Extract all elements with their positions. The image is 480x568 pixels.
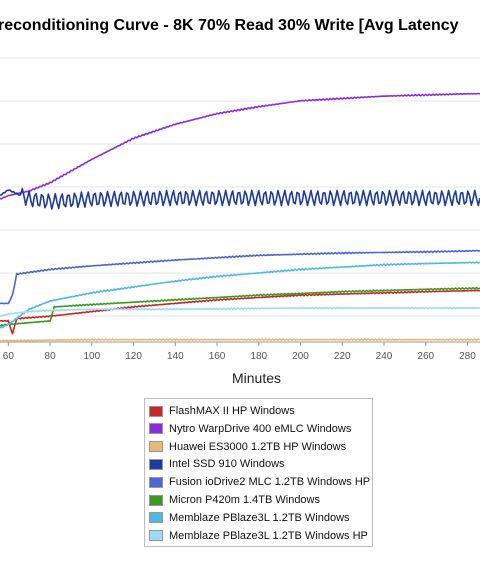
x-tick-label: 280 bbox=[459, 351, 476, 362]
series-line-5 bbox=[0, 286, 480, 327]
x-tick-label: 140 bbox=[167, 351, 184, 362]
series-line-2 bbox=[0, 338, 480, 343]
x-tick-label: 260 bbox=[417, 351, 434, 362]
legend-swatch bbox=[149, 458, 163, 470]
x-tick-label: 80 bbox=[45, 351, 57, 362]
legend-label: Nytro WarpDrive 400 eMLC Windows bbox=[169, 422, 352, 435]
plot-area: 60 80 100 120 140 160 180 200 220 240 260 280 bbox=[0, 57, 480, 362]
series-line-6 bbox=[0, 261, 480, 329]
legend-label: FlashMAX II HP Windows bbox=[169, 405, 295, 417]
legend-swatch bbox=[149, 494, 163, 506]
series-line-7 bbox=[0, 306, 480, 317]
legend-item: Fusion ioDrive2 MLC 1.2TB Windows HP bbox=[149, 474, 370, 490]
chart-title: reconditioning Curve - 8K 70% Read 30% W… bbox=[0, 17, 459, 34]
series-line-4 bbox=[0, 249, 480, 305]
x-tick-label: 180 bbox=[250, 351, 267, 362]
legend-swatch bbox=[149, 512, 163, 524]
legend-item: Nytro WarpDrive 400 eMLC Windows bbox=[149, 421, 351, 437]
legend-label: Fusion ioDrive2 MLC 1.2TB Windows HP bbox=[169, 476, 371, 489]
legend-label: Micron P420m 1.4TB Windows bbox=[169, 494, 320, 506]
series-line-3 bbox=[0, 187, 480, 210]
legend-item: Memblaze PBlaze3L 1.2TB Windows bbox=[149, 510, 350, 526]
x-tick-label: 100 bbox=[83, 351, 100, 362]
legend-swatch bbox=[149, 441, 163, 453]
legend-label: Huawei ES3000 1.2TB HP Windows bbox=[169, 440, 347, 453]
legend-label: Memblaze PBlaze3L 1.2TB Windows bbox=[169, 511, 350, 524]
legend-item: FlashMAX II HP Windows bbox=[149, 403, 295, 419]
legend-swatch bbox=[149, 530, 163, 542]
legend-swatch bbox=[149, 405, 163, 417]
x-tick-label: 220 bbox=[334, 351, 351, 362]
series-line-0 bbox=[0, 289, 480, 335]
legend-item: Intel SSD 910 Windows bbox=[149, 456, 285, 472]
legend-label: Intel SSD 910 Windows bbox=[169, 458, 285, 471]
x-tick-label: 160 bbox=[209, 351, 226, 362]
legend-swatch bbox=[149, 423, 163, 435]
x-tick-label: 200 bbox=[292, 351, 309, 362]
x-tick-label: 120 bbox=[125, 351, 142, 362]
legend-swatch bbox=[149, 476, 163, 488]
legend-item: Huawei ES3000 1.2TB HP Windows bbox=[149, 439, 346, 455]
legend: FlashMAX II HP Windows Nytro WarpDrive 40… bbox=[144, 398, 373, 547]
x-tick-label: 60 bbox=[3, 351, 15, 362]
legend-label: Memblaze PBlaze3L 1.2TB Windows HP bbox=[169, 529, 368, 542]
x-axis-label: Minutes bbox=[232, 370, 282, 386]
series-line-1 bbox=[0, 92, 480, 200]
legend-item: Micron P420m 1.4TB Windows bbox=[149, 492, 320, 508]
legend-item: Memblaze PBlaze3L 1.2TB Windows HP bbox=[149, 528, 368, 544]
x-tick-label: 240 bbox=[376, 351, 393, 362]
